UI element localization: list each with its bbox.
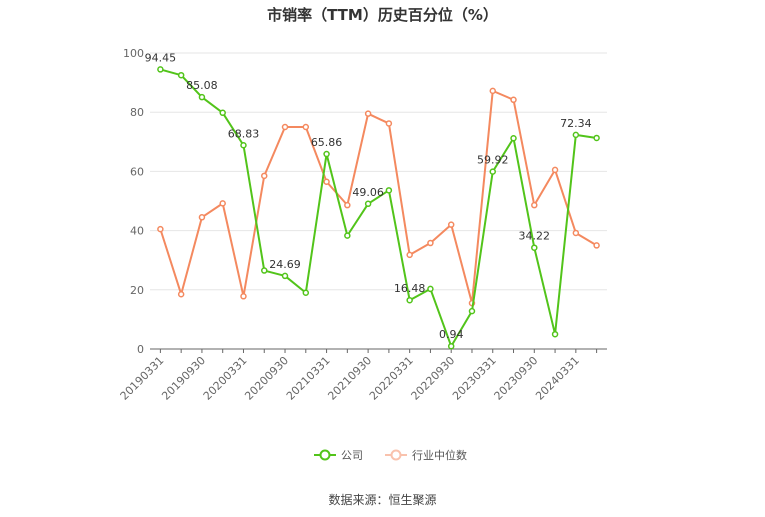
data-point <box>593 242 600 249</box>
legend-label: 行业中位数 <box>412 448 467 462</box>
data-label: 72.34 <box>560 117 592 130</box>
x-tick-label: 20230930 <box>492 354 541 403</box>
x-tick-label: 20190331 <box>118 354 167 403</box>
data-point <box>364 200 372 208</box>
data-point <box>593 134 600 142</box>
data-point <box>551 330 559 338</box>
data-point <box>219 109 226 117</box>
data-label: 0.94 <box>439 328 464 341</box>
series-line-0 <box>160 68 597 348</box>
data-point <box>302 123 310 131</box>
legend-label: 公司 <box>341 449 363 462</box>
data-point <box>531 201 538 209</box>
data-point <box>281 272 289 280</box>
y-tick-label: 40 <box>130 225 144 238</box>
data-point <box>489 168 496 175</box>
legend[interactable]: 公司 行业中位数 <box>314 448 467 462</box>
data-point <box>323 178 330 186</box>
data-point <box>385 187 393 194</box>
y-tick-label: 20 <box>130 284 144 297</box>
data-point <box>344 232 351 239</box>
data-point <box>157 225 164 233</box>
data-point <box>364 110 372 117</box>
data-point <box>240 293 247 300</box>
data-point <box>240 142 247 149</box>
data-point <box>531 244 538 251</box>
legend-item-0[interactable]: 公司 <box>314 449 363 462</box>
data-point <box>572 131 580 139</box>
x-tick-label: 20230331 <box>450 354 499 403</box>
data-label: 65.86 <box>311 136 343 149</box>
data-point <box>406 296 413 304</box>
data-point <box>572 229 580 237</box>
x-tick-label: 20200331 <box>201 354 250 403</box>
data-point <box>177 290 185 298</box>
data-point <box>198 214 206 221</box>
series-layer <box>157 66 600 350</box>
y-tick-label: 0 <box>137 343 144 356</box>
x-tick-label: 20210930 <box>325 354 374 403</box>
data-point <box>447 342 455 350</box>
data-point <box>261 267 268 274</box>
axes: 0 20 40 60 80 100 2019033120190930202003312020… <box>118 47 607 403</box>
legend-marker <box>319 449 331 461</box>
data-point <box>281 123 289 131</box>
data-label: 34.22 <box>519 230 551 243</box>
series-line-1 <box>159 89 598 305</box>
y-tick-label: 100 <box>123 47 144 60</box>
legend-marker <box>390 449 402 461</box>
data-label: 24.69 <box>269 258 301 271</box>
x-tick-label: 20220930 <box>409 354 458 403</box>
data-label: 59.92 <box>477 154 509 167</box>
x-tick-label: 20210331 <box>284 354 333 403</box>
data-point <box>157 66 164 73</box>
chart-title: 市销率（TTM）历史百分位（%） <box>267 6 498 24</box>
data-point <box>219 200 226 207</box>
data-label: 94.45 <box>145 51 177 64</box>
x-tick-label: 20200930 <box>242 354 291 403</box>
data-label: 16.48 <box>394 282 426 295</box>
data-point <box>406 251 413 259</box>
data-point <box>198 93 206 101</box>
data-point <box>468 307 476 315</box>
data-point <box>385 120 393 127</box>
data-point <box>551 166 559 174</box>
legend-item-1[interactable]: 行业中位数 <box>385 448 467 462</box>
data-point <box>177 71 185 79</box>
data-label: 49.06 <box>352 186 384 199</box>
data-point <box>323 150 330 158</box>
source-note: 数据来源：恒生聚源 <box>328 493 437 507</box>
y-tick-label: 60 <box>130 165 144 178</box>
data-labels: 94.45 85.08 68.83 24.69 65.86 49.06 16.48 0.94 5… <box>145 51 592 341</box>
data-point <box>302 289 310 297</box>
data-label: 85.08 <box>186 79 218 92</box>
x-tick-label: 20240331 <box>533 354 582 403</box>
data-point <box>447 221 455 228</box>
data-point <box>344 201 351 209</box>
data-point <box>427 239 434 247</box>
data-point <box>489 87 496 95</box>
x-tick-label: 20220331 <box>367 354 416 403</box>
data-label: 68.83 <box>228 127 260 140</box>
data-point <box>510 96 517 104</box>
x-tick-label: 20190930 <box>159 354 208 403</box>
grid-lines <box>150 52 607 291</box>
data-point <box>427 285 434 293</box>
y-tick-label: 80 <box>130 106 144 119</box>
data-point <box>510 134 517 142</box>
data-point <box>261 172 268 180</box>
